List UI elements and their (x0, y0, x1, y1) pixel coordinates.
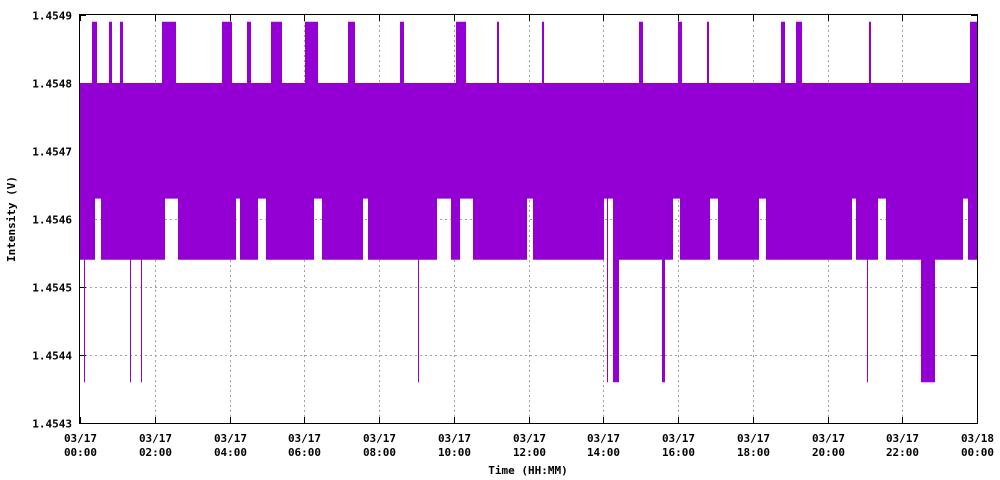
x-tick-date: 03/17 (438, 432, 471, 445)
x-tick-date: 03/17 (812, 432, 845, 445)
x-tick-date: 03/17 (737, 432, 770, 445)
y-tick-label: 1.4544 (32, 350, 72, 363)
y-tick-label: 1.4549 (32, 10, 72, 23)
data-series (80, 21, 978, 383)
x-tick-time: 02:00 (139, 446, 172, 459)
plot-frame (79, 14, 978, 424)
x-tick-time: 12:00 (513, 446, 546, 459)
x-tick-time: 22:00 (886, 446, 919, 459)
x-tick-date: 03/17 (662, 432, 695, 445)
x-tick-date: 03/18 (961, 432, 994, 445)
x-tick-time: 20:00 (812, 446, 845, 459)
x-tick-date: 03/17 (214, 432, 247, 445)
series-line (80, 21, 978, 383)
x-tick-time: 10:00 (438, 446, 471, 459)
x-tick-time: 14:00 (587, 446, 620, 459)
x-tick-time: 00:00 (64, 446, 97, 459)
x-ticks: 03/1700:0003/1702:0003/1704:0003/1706:00… (64, 15, 994, 459)
x-tick-time: 08:00 (363, 446, 396, 459)
x-tick-date: 03/17 (587, 432, 620, 445)
x-axis-label: Time (HH:MM) (488, 464, 567, 477)
y-tick-label: 1.4546 (32, 214, 72, 227)
x-tick-date: 03/17 (513, 432, 546, 445)
x-tick-time: 18:00 (737, 446, 770, 459)
x-tick-date: 03/17 (64, 432, 97, 445)
y-axis-label: Intensity (V) (5, 176, 18, 262)
x-tick-date: 03/17 (139, 432, 172, 445)
x-tick-date: 03/17 (363, 432, 396, 445)
x-tick-date: 03/17 (886, 432, 919, 445)
y-tick-label: 1.4548 (32, 78, 72, 91)
x-tick-time: 00:00 (961, 446, 994, 459)
y-tick-label: 1.4543 (32, 418, 72, 431)
y-tick-label: 1.4545 (32, 282, 72, 295)
x-tick-time: 16:00 (662, 446, 695, 459)
x-tick-date: 03/17 (288, 432, 321, 445)
x-tick-time: 06:00 (288, 446, 321, 459)
y-tick-label: 1.4547 (32, 146, 72, 159)
x-tick-time: 04:00 (214, 446, 247, 459)
grid-lines (80, 15, 977, 423)
